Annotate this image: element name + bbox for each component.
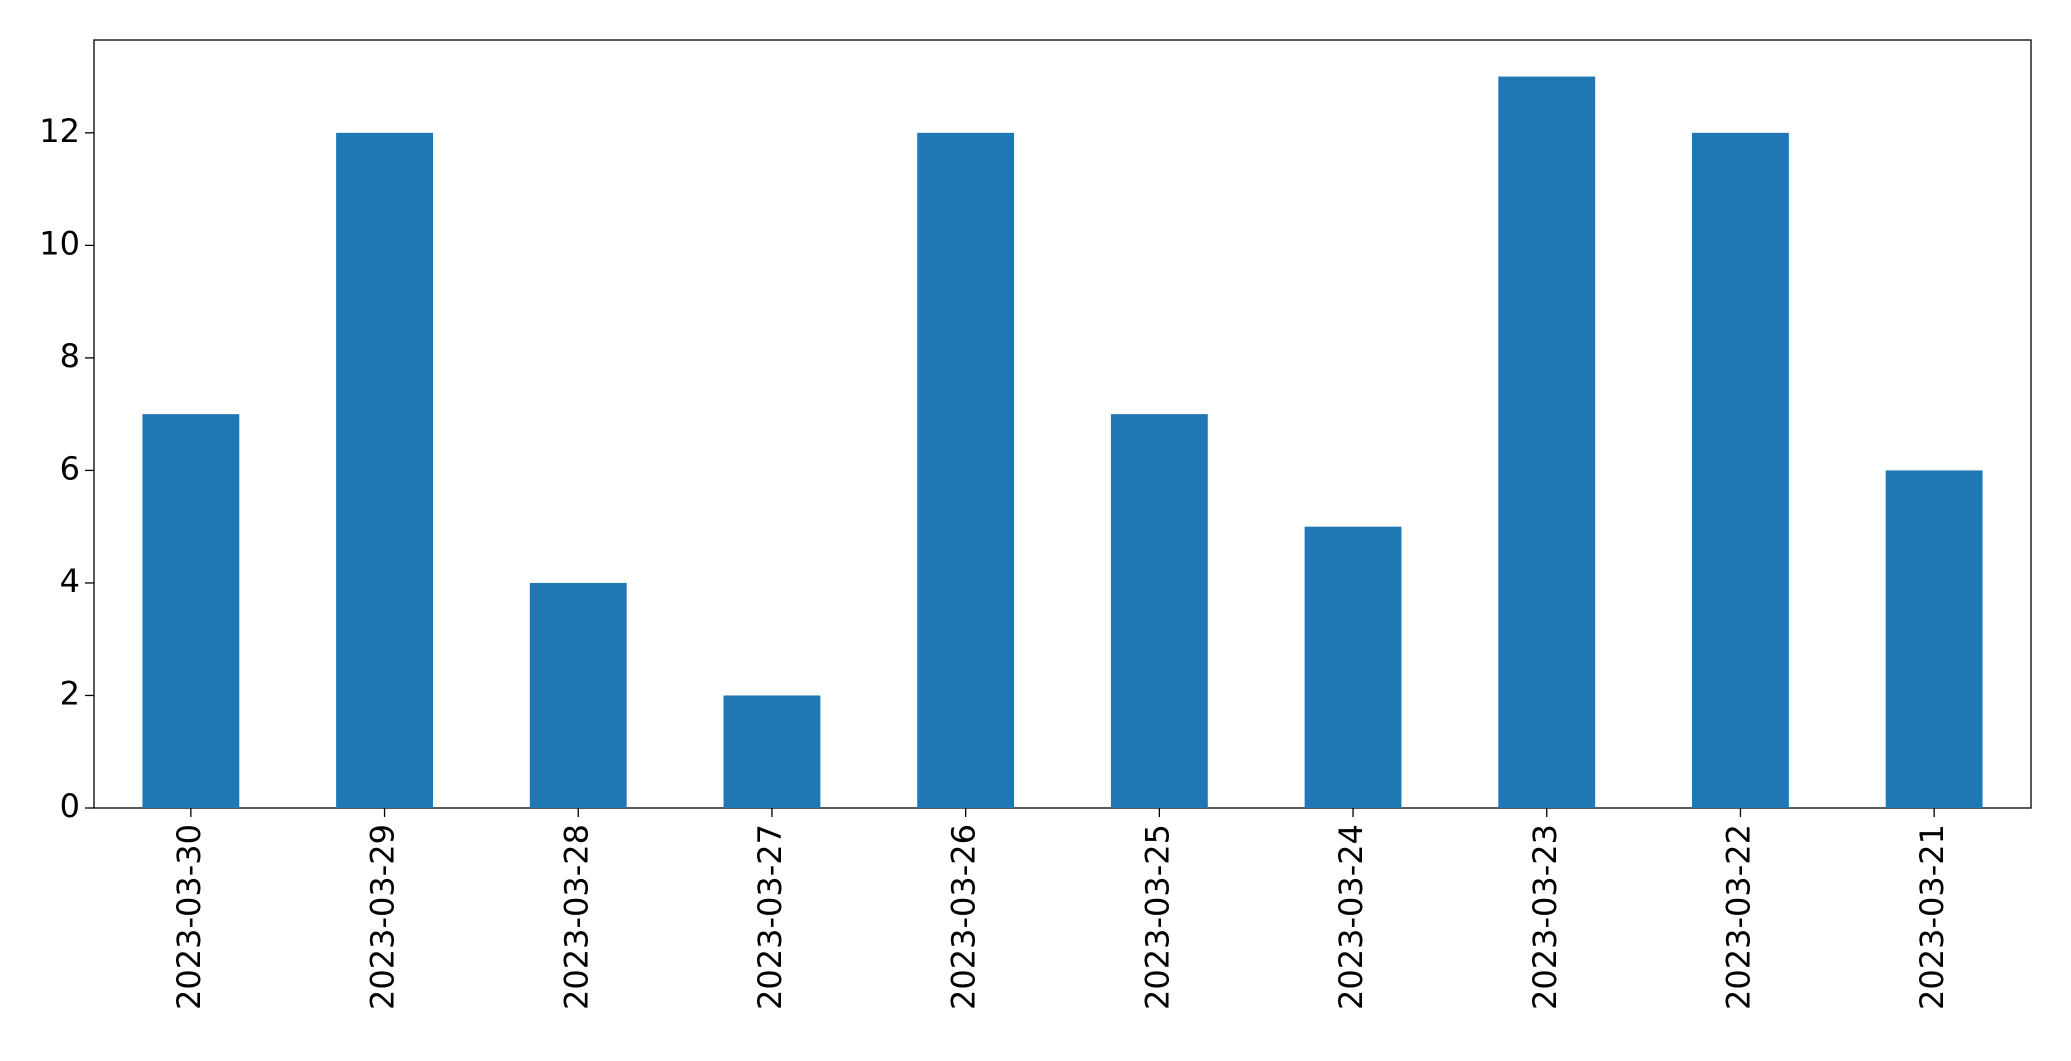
plot-frame (93, 39, 2032, 809)
y-tick-label: 4 (60, 562, 80, 600)
bar (336, 132, 433, 809)
bar (917, 132, 1015, 809)
x-tick-label: 2023-03-30 (170, 824, 208, 1010)
x-tick-label: 2023-03-27 (751, 824, 789, 1010)
y-tick-label: 6 (60, 449, 80, 487)
x-tick-label: 2023-03-28 (557, 824, 595, 1010)
bar (1692, 132, 1789, 809)
x-tick-label: 2023-03-24 (1332, 824, 1370, 1010)
x-tick-label: 2023-03-26 (945, 824, 983, 1010)
x-tick-label: 2023-03-23 (1526, 824, 1564, 1010)
bar (1110, 414, 1208, 808)
y-tick-label: 2 (60, 674, 80, 712)
y-tick-label: 12 (39, 112, 80, 150)
x-tick-label: 2023-03-25 (1138, 824, 1176, 1010)
y-tick-label: 10 (39, 224, 80, 262)
y-tick-label: 8 (60, 337, 80, 375)
bar (1885, 470, 1983, 808)
bar (723, 695, 821, 808)
y-tick-label: 0 (60, 787, 80, 825)
bar (142, 414, 240, 808)
x-tick-label: 2023-03-21 (1913, 824, 1951, 1010)
bar (1498, 76, 1596, 809)
bar (529, 582, 627, 808)
bar (1304, 526, 1402, 808)
x-tick-label: 2023-03-22 (1719, 824, 1757, 1010)
x-tick-label: 2023-03-29 (364, 824, 402, 1010)
